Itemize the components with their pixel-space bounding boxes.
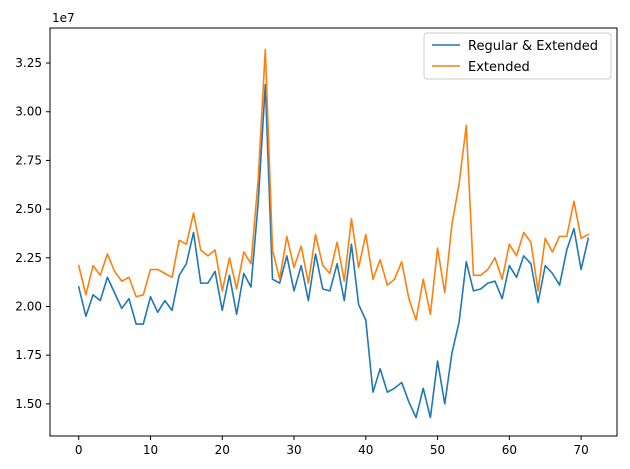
y-tick-label: 1.50 bbox=[15, 397, 42, 411]
legend: Regular & Extended Extended bbox=[423, 32, 612, 80]
x-tick-label: 30 bbox=[286, 443, 301, 457]
x-tick-label: 60 bbox=[502, 443, 517, 457]
x-axis: 0 10 20 30 40 50 60 70 bbox=[75, 436, 589, 457]
series-line-0 bbox=[77, 83, 590, 419]
series-line-1 bbox=[77, 48, 590, 321]
y-tick-label: 3.00 bbox=[15, 105, 42, 119]
legend-label: Regular & Extended bbox=[468, 39, 598, 54]
y-tick-label: 2.50 bbox=[15, 202, 42, 216]
x-tick-label: 50 bbox=[430, 443, 445, 457]
x-tick-label: 10 bbox=[143, 443, 158, 457]
y-tick-label: 2.00 bbox=[15, 299, 42, 313]
y-tick-label: 3.25 bbox=[15, 56, 42, 70]
y-tick-label: 2.75 bbox=[15, 153, 42, 167]
y-tick-label: 2.25 bbox=[15, 251, 42, 265]
y-tick-label: 1.75 bbox=[15, 348, 42, 362]
y-axis: 1.50 1.75 2.00 2.25 2.50 2.75 3.00 3.25 bbox=[15, 56, 50, 411]
plot-area: 0 10 20 30 40 50 60 70 1.50 1.75 2.00 2.25 2.50 2.75… bbox=[15, 27, 618, 457]
plot-frame bbox=[49, 27, 618, 437]
legend-label: Extended bbox=[468, 60, 530, 75]
series-group bbox=[77, 48, 590, 419]
x-tick-label: 40 bbox=[358, 443, 373, 457]
y-scale-label: 1e7 bbox=[52, 11, 75, 25]
x-tick-label: 20 bbox=[215, 443, 230, 457]
x-tick-label: 0 bbox=[75, 443, 83, 457]
x-tick-label: 70 bbox=[573, 443, 588, 457]
legend-box bbox=[423, 32, 612, 80]
